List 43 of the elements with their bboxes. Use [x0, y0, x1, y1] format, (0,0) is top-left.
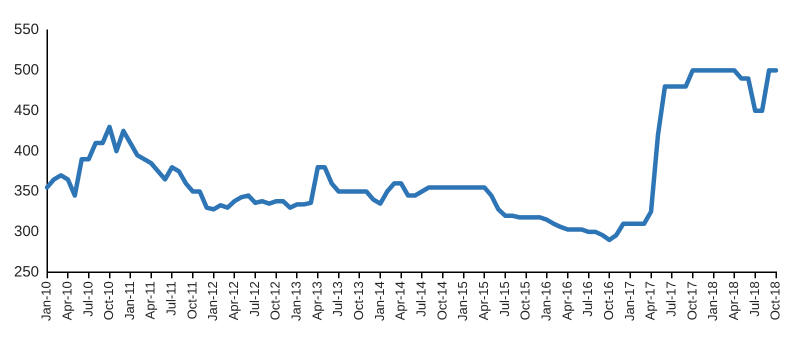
x-tick-label: Jan-13	[288, 281, 304, 321]
x-tick-label: Oct-10	[101, 281, 116, 320]
x-tick-label: Jan-16	[538, 281, 554, 321]
x-tick-label: Jan-12	[205, 281, 220, 321]
x-tick-label: Jul-14	[414, 281, 429, 317]
x-tick-label: Apr-14	[392, 281, 408, 320]
y-tick-label: 250	[14, 263, 40, 280]
x-tick-label: Oct-11	[184, 281, 200, 320]
x-tick-label: Oct-16	[600, 281, 616, 320]
x-tick-label: Apr-10	[59, 281, 74, 320]
x-tick-label: Jan-15	[455, 281, 470, 321]
x-tick-label: Oct-13	[351, 281, 366, 320]
x-tick-label: Apr-13	[309, 281, 324, 320]
x-tick-label: Oct-17	[684, 281, 700, 320]
y-tick-label: 300	[14, 223, 40, 240]
y-tick-label: 400	[14, 142, 40, 160]
x-tick-label: Apr-12	[226, 281, 242, 320]
y-tick-label: 550	[14, 21, 40, 38]
x-tick-label: Jan-11	[122, 281, 137, 320]
x-tick-label: Oct-18	[768, 281, 783, 320]
x-tick-label: Oct-15	[518, 281, 533, 320]
x-tick-label: Apr-11	[142, 281, 158, 320]
x-tick-label: Jan-10	[38, 281, 54, 321]
x-tick-label: Oct-14	[434, 281, 450, 320]
x-tick-label: Jul-12	[246, 281, 262, 317]
x-tick-label: Oct-12	[268, 281, 283, 320]
x-tick-label: Jan-18	[705, 281, 720, 321]
x-tick-label: Apr-18	[726, 281, 741, 320]
x-tick-label: Jul-11	[164, 281, 179, 316]
x-tick-label: Jan-14	[372, 281, 387, 321]
y-tick-label: 450	[14, 102, 40, 119]
y-tick-label: 350	[14, 182, 40, 200]
x-tick-label: Jul-10	[80, 281, 96, 317]
x-tick-label: Apr-16	[559, 281, 574, 320]
x-tick-label: Jul-16	[580, 281, 596, 317]
x-tick-label: Jul-17	[663, 281, 678, 317]
x-tick-label: Apr-15	[476, 281, 491, 320]
x-tick-label: Jul-13	[330, 281, 346, 317]
x-tick-label: Jul-15	[496, 281, 512, 317]
x-tick-label: Jul-18	[746, 281, 762, 317]
x-tick-label: Jan-17	[622, 281, 637, 321]
y-tick-label: 500	[14, 62, 40, 79]
x-tick-label: Apr-17	[642, 281, 658, 320]
